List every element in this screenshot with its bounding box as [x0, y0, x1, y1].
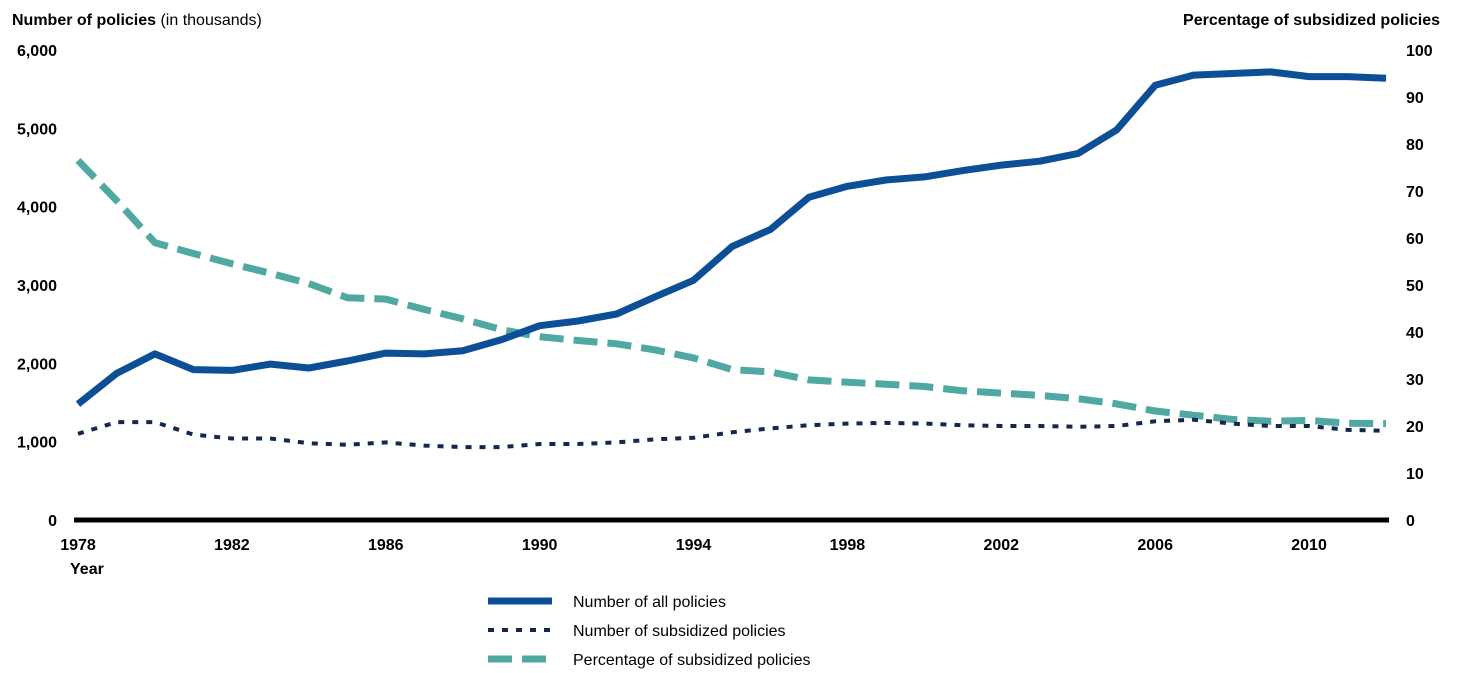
y-left-tick-label: 3,000: [17, 278, 57, 295]
x-tick-label: 1978: [60, 537, 96, 554]
y-right-tick-label: 0: [1406, 513, 1415, 530]
y-left-tick-label: 1,000: [17, 435, 57, 452]
x-tick-label: 2002: [983, 537, 1019, 554]
y-left-tick-label: 5,000: [17, 121, 57, 138]
series-layer: [75, 68, 1387, 450]
y-right-tick-label: 60: [1406, 231, 1424, 248]
series-line-dashed: [75, 157, 1387, 428]
legend-label: Number of all policies: [573, 594, 726, 611]
y-left-tick-label: 4,000: [17, 200, 57, 217]
y-left-tick-label: 2,000: [17, 356, 57, 373]
y-right-tick-label: 70: [1406, 184, 1424, 201]
y-left-tick-labels: 0 1,000 2,000 3,000 4,000 5,000 6,000: [17, 43, 57, 530]
x-tick-label: 2010: [1291, 537, 1327, 554]
y-right-tick-label: 30: [1406, 372, 1424, 389]
y-left-tick-label: 6,000: [17, 43, 57, 60]
y-right-tick-label: 100: [1406, 43, 1433, 60]
y-left-tick-label: 0: [48, 513, 57, 530]
x-tick-label: 1982: [214, 537, 250, 554]
y-right-tick-label: 40: [1406, 325, 1424, 342]
x-axis-title: Year: [70, 561, 104, 578]
legend-label: Percentage of subsidized policies: [573, 652, 810, 669]
x-tick-label: 1990: [522, 537, 558, 554]
y-left-axis-title-unit: (in thousands): [156, 12, 262, 29]
series-line-dotted: [77, 417, 1387, 450]
y-right-tick-label: 80: [1406, 137, 1424, 154]
x-tick-label: 1986: [368, 537, 404, 554]
legend-label: Number of subsidized policies: [573, 623, 786, 640]
y-right-tick-label: 20: [1406, 419, 1424, 436]
legend: Number of all policies Number of subsidiz…: [488, 594, 810, 669]
y-right-tick-label: 90: [1406, 90, 1424, 107]
x-tick-labels: 1978 1982 1986 1990 1994 1998 2002 2006 2010: [60, 537, 1327, 554]
series-line-solid: [75, 68, 1387, 407]
x-tick-label: 2006: [1137, 537, 1173, 554]
x-tick-label: 1994: [676, 537, 712, 554]
y-right-tick-labels: 0 10 20 30 40 50 60 70 80 90 100: [1406, 43, 1433, 530]
y-right-tick-label: 50: [1406, 278, 1424, 295]
y-left-axis-title: Number of policies (in thousands): [12, 12, 262, 29]
y-left-axis-title-main: Number of policies: [12, 12, 156, 29]
y-right-axis-title: Percentage of subsidized policies: [1183, 12, 1440, 29]
y-right-tick-label: 10: [1406, 466, 1424, 483]
x-tick-label: 1998: [830, 537, 866, 554]
